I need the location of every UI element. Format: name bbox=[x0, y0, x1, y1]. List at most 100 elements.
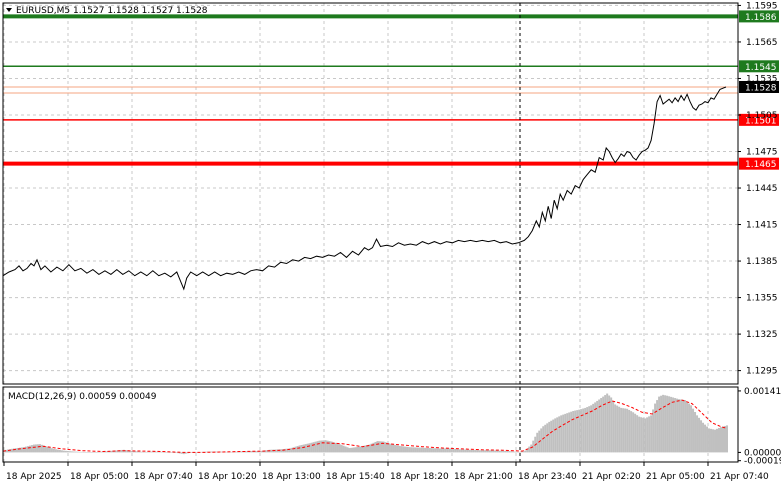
macd-axis[interactable]: 0.00141 0.00000-0.00019 bbox=[738, 387, 781, 467]
macd-bar bbox=[448, 448, 451, 453]
level-price-label: 1.1501 bbox=[745, 116, 777, 126]
macd-bar bbox=[200, 451, 203, 453]
macd-bar bbox=[528, 446, 531, 453]
macd-bar bbox=[720, 427, 723, 453]
macd-bar bbox=[390, 444, 393, 453]
macd-bar bbox=[468, 449, 471, 453]
macd-bar bbox=[380, 441, 383, 453]
macd-bar bbox=[22, 447, 25, 453]
macd-bar bbox=[558, 416, 561, 453]
macd-bar bbox=[220, 451, 223, 453]
macd-bar bbox=[394, 444, 397, 453]
time-axis[interactable]: 18 Apr 2025 18 Apr 05:00 18 Apr 07:40 18 Ap… bbox=[3, 462, 769, 482]
macd-bar bbox=[486, 450, 489, 453]
macd-bar bbox=[442, 448, 445, 453]
level-price-label: 1.1586 bbox=[745, 13, 777, 23]
macd-bar bbox=[402, 446, 405, 453]
macd-bar bbox=[398, 445, 401, 453]
macd-bar bbox=[78, 451, 81, 453]
macd-bar bbox=[136, 451, 139, 453]
macd-bar bbox=[180, 452, 183, 454]
macd-bar bbox=[582, 408, 585, 453]
macd-bar bbox=[270, 449, 273, 453]
macd-bar bbox=[576, 410, 579, 453]
macd-bar bbox=[504, 450, 507, 453]
macd-bar bbox=[128, 450, 131, 453]
macd-bar bbox=[346, 447, 349, 453]
y-tick-label: 1.1595 bbox=[746, 1, 778, 11]
y-tick-label: 1.1295 bbox=[746, 367, 778, 377]
macd-bar bbox=[508, 451, 511, 453]
macd-bar bbox=[726, 425, 728, 453]
macd-bar bbox=[446, 448, 449, 453]
macd-bar bbox=[230, 451, 233, 453]
macd-bar bbox=[674, 398, 677, 453]
macd-bar bbox=[368, 444, 371, 453]
macd-bar bbox=[42, 445, 45, 453]
macd-bar bbox=[82, 451, 85, 453]
macd-bar bbox=[300, 444, 303, 453]
macd-bar bbox=[684, 400, 687, 453]
macd-bar bbox=[594, 402, 597, 453]
macd-bar bbox=[664, 395, 667, 453]
macd-bar bbox=[328, 441, 331, 453]
y-tick-label: 0.00000 bbox=[744, 448, 781, 458]
macd-bar bbox=[506, 451, 509, 453]
macd-bar bbox=[330, 441, 333, 453]
y-tick-label: 1.1445 bbox=[746, 184, 778, 194]
price-axis[interactable]: 1.1595 1.1565 1.1535 1.1505 1.1475 1.1445 1.14… bbox=[738, 1, 778, 377]
macd-bar bbox=[244, 451, 247, 453]
macd-bar bbox=[474, 450, 477, 453]
macd-bar bbox=[512, 451, 515, 453]
macd-bar bbox=[174, 452, 177, 453]
level-price-label: 1.1545 bbox=[745, 63, 777, 73]
macd-bar bbox=[66, 451, 69, 453]
macd-title: MACD(12,26,9) 0.00059 0.00049 bbox=[8, 392, 157, 402]
macd-bar bbox=[324, 440, 327, 453]
macd-bar bbox=[370, 443, 373, 453]
macd-bar bbox=[524, 450, 527, 453]
macd-bar bbox=[234, 451, 237, 453]
macd-bar bbox=[660, 395, 663, 453]
main-panel-frame bbox=[2, 2, 739, 385]
macd-bar bbox=[520, 451, 523, 453]
macd-bar bbox=[316, 441, 319, 453]
macd-bar bbox=[530, 444, 533, 453]
macd-bar bbox=[58, 449, 61, 453]
macd-bar bbox=[526, 448, 529, 453]
macd-bar bbox=[90, 452, 93, 453]
collapse-triangle-icon[interactable] bbox=[6, 8, 12, 12]
macd-bar bbox=[656, 400, 659, 453]
macd-bar bbox=[314, 441, 317, 453]
macd-bar bbox=[570, 411, 573, 453]
macd-bar bbox=[32, 444, 35, 453]
level-price-tag bbox=[739, 113, 779, 126]
macd-bar bbox=[256, 451, 259, 453]
macd-bar bbox=[320, 440, 323, 453]
price-levels[interactable]: 1.1586 1.1545 1.1528 1.1501 1.1465 bbox=[3, 10, 779, 170]
macd-bar bbox=[240, 451, 243, 453]
macd-bar bbox=[416, 447, 419, 453]
macd-bar bbox=[284, 448, 287, 453]
x-tick-label: 18 Apr 13:00 bbox=[262, 472, 321, 482]
macd-bar bbox=[472, 449, 475, 453]
macd-bar bbox=[34, 444, 37, 453]
macd-bar bbox=[382, 441, 385, 453]
x-tick-label: 21 Apr 05:00 bbox=[646, 472, 705, 482]
macd-bar bbox=[408, 447, 411, 453]
macd-bar bbox=[352, 447, 355, 453]
macd-bar bbox=[40, 444, 43, 453]
macd-bar bbox=[722, 426, 725, 453]
macd-bar bbox=[572, 410, 575, 453]
macd-bar bbox=[662, 394, 665, 453]
macd-bar bbox=[540, 428, 543, 453]
macd-bar bbox=[140, 451, 143, 453]
macd-bar bbox=[712, 429, 715, 453]
macd-bar bbox=[724, 425, 727, 453]
macd-bar bbox=[80, 451, 83, 453]
macd-bar bbox=[134, 451, 137, 453]
macd-bar bbox=[114, 450, 117, 453]
macd-bar bbox=[646, 417, 649, 453]
